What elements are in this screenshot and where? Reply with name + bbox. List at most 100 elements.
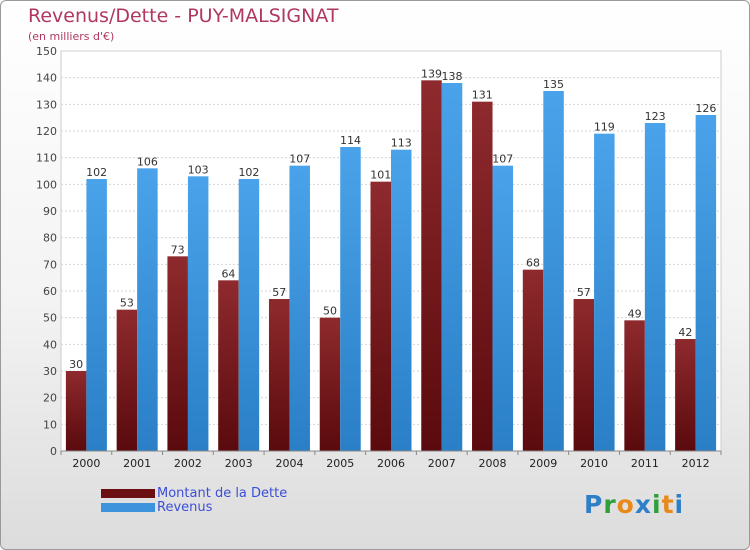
x-tick-label: 2011: [631, 457, 659, 470]
x-tick-label: 2005: [326, 457, 354, 470]
bar-revenus: [695, 115, 717, 451]
logo-letter: P: [584, 490, 604, 519]
bar-revenus: [492, 165, 514, 451]
y-tick-label: 130: [36, 98, 57, 111]
logo-letter: i: [674, 490, 685, 519]
data-label-dette: 57: [272, 286, 286, 299]
bar-revenus: [187, 176, 209, 452]
y-tick-label: 20: [43, 392, 57, 405]
x-tick-label: 2001: [123, 457, 151, 470]
data-label-revenus: 138: [442, 70, 463, 83]
bar-dette: [370, 181, 391, 451]
y-tick-label: 100: [36, 178, 57, 191]
bar-dette: [624, 320, 645, 451]
bar-revenus: [137, 168, 158, 452]
data-label-dette: 73: [171, 243, 185, 256]
bar-revenus: [340, 147, 361, 451]
data-label-dette: 131: [472, 89, 493, 102]
bar-dette: [268, 299, 290, 451]
x-tick-label: 2002: [174, 457, 202, 470]
bar-dette: [522, 269, 544, 451]
bar-revenus: [594, 133, 615, 451]
logo-letter: r: [603, 490, 617, 519]
data-label-revenus: 126: [695, 102, 716, 115]
y-tick-label: 60: [43, 285, 57, 298]
data-label-revenus: 123: [645, 110, 666, 123]
data-label-dette: 101: [370, 169, 391, 182]
bars: [65, 80, 717, 452]
x-tick-label: 2010: [580, 457, 608, 470]
chart-title: Revenus/Dette - PUY-MALSIGNAT: [28, 5, 339, 27]
y-tick-label: 40: [43, 338, 57, 351]
y-tick-label: 0: [50, 445, 57, 458]
x-tick-label: 2007: [428, 457, 456, 470]
bar-dette: [675, 339, 696, 451]
data-label-dette: 139: [421, 67, 442, 80]
data-label-revenus: 106: [137, 155, 158, 168]
bar-revenus: [543, 91, 564, 451]
y-tick-label: 110: [36, 152, 57, 165]
y-tick-label: 50: [43, 312, 57, 325]
y-tick-label: 120: [36, 125, 57, 138]
y-tick-label: 80: [43, 232, 57, 245]
x-tick-label: 2004: [275, 457, 303, 470]
bar-revenus: [644, 123, 666, 451]
legend-label-dette: Montant de la Dette: [157, 485, 288, 501]
x-axis: 2000 2001 2002 2003 2004 2005 2006 2007 2008 2009…: [60, 450, 722, 470]
data-label-dette: 53: [120, 297, 134, 310]
data-label-revenus: 107: [289, 153, 310, 166]
data-label-revenus: 135: [543, 78, 564, 91]
bar-revenus: [86, 179, 107, 451]
bar-dette: [116, 309, 138, 451]
x-tick-label: 2008: [479, 457, 507, 470]
y-tick-label: 140: [36, 72, 57, 85]
data-label-revenus: 102: [86, 166, 107, 179]
data-label-dette: 64: [221, 267, 235, 280]
data-label-dette: 68: [526, 257, 540, 270]
logo-letter: o: [616, 490, 635, 519]
bar-dette: [65, 371, 87, 451]
bar-dette: [472, 101, 493, 452]
data-label-revenus: 114: [340, 134, 361, 147]
logo-letter: t: [661, 490, 675, 519]
data-label-dette: 30: [69, 358, 83, 371]
legend: Montant de la Dette Revenus: [101, 485, 288, 515]
bar-dette: [167, 256, 188, 451]
data-label-dette: 57: [577, 286, 591, 299]
data-label-revenus: 113: [391, 137, 412, 150]
data-label-dette: 50: [323, 305, 337, 318]
y-tick-label: 30: [43, 365, 57, 378]
bar-dette: [573, 299, 595, 451]
data-label-revenus: 119: [594, 121, 615, 134]
proxiti-logo: Proxiti: [584, 490, 684, 519]
bar-dette: [319, 317, 341, 451]
legend-swatch-revenus: [101, 502, 155, 512]
legend-item-revenus: Revenus: [101, 499, 287, 515]
bar-dette: [421, 80, 442, 451]
data-label-dette: 42: [678, 326, 692, 339]
y-tick-label: 10: [43, 418, 57, 431]
x-tick-label: 2006: [377, 457, 405, 470]
logo-letter: i: [652, 490, 662, 519]
bar-revenus: [441, 83, 463, 451]
bar-revenus: [238, 179, 260, 451]
y-tick-label: 70: [43, 258, 57, 271]
legend-item-dette: Montant de la Dette: [101, 485, 288, 501]
data-label-revenus: 107: [492, 153, 513, 166]
bar-revenus: [391, 149, 412, 451]
bar-dette: [218, 280, 239, 451]
legend-swatch-dette: [101, 488, 155, 498]
legend-label-revenus: Revenus: [157, 499, 213, 515]
logo-letter: x: [634, 490, 652, 519]
y-axis: 0 10 20 30 40 50 60 70 80 90 100 110 120 130 140 150: [36, 45, 57, 458]
data-label-dette: 49: [628, 307, 642, 320]
y-tick-label: 90: [43, 205, 57, 218]
x-tick-label: 2003: [225, 457, 253, 470]
x-tick-label: 2000: [72, 457, 100, 470]
x-tick-label: 2009: [529, 457, 557, 470]
y-tick-label: 150: [36, 45, 57, 58]
x-tick-label: 2012: [682, 457, 710, 470]
